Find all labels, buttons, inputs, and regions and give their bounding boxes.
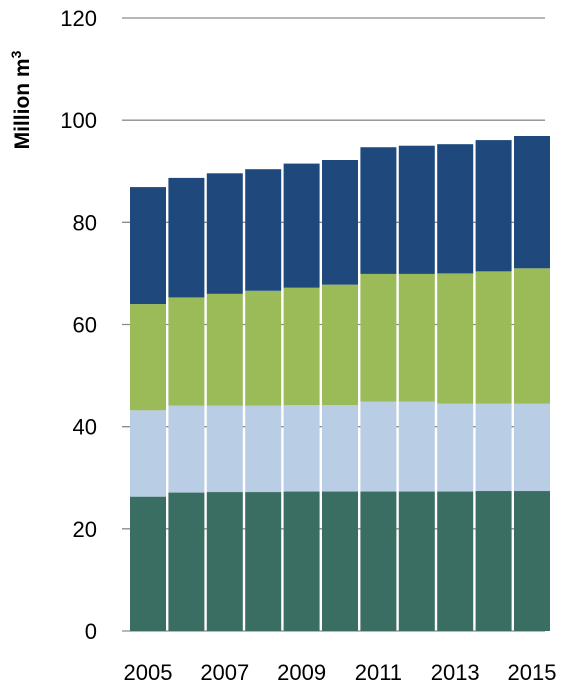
bar-segment-2014-s2 <box>475 403 512 492</box>
bar-segment-2012-s1 <box>398 491 435 631</box>
y-tick-label: 0 <box>85 619 97 644</box>
x-tick-label: 2015 <box>508 660 557 685</box>
bar-segment-2015-s2 <box>514 403 550 492</box>
bar-segment-2006-s1 <box>168 492 205 631</box>
bar-segment-2005-s4 <box>130 187 166 305</box>
bar-segment-2008-s4 <box>245 169 282 291</box>
bar-segment-2008-s3 <box>245 290 282 406</box>
bar-segment-2015-s4 <box>514 136 550 269</box>
bar-segment-2007-s3 <box>206 293 243 406</box>
bar-segment-2009-s2 <box>283 405 320 492</box>
bar-segment-2011-s1 <box>360 491 397 631</box>
bar-segment-2006-s4 <box>168 177 205 298</box>
bar-segment-2007-s4 <box>206 173 243 294</box>
bar-segment-2015-s3 <box>514 268 550 404</box>
bar-segment-2008-s2 <box>245 405 282 493</box>
y-tick-label: 60 <box>73 313 97 338</box>
bars <box>130 136 550 631</box>
bar-segment-2009-s3 <box>283 287 320 406</box>
bar-segment-2009-s1 <box>283 491 320 631</box>
y-tick-label: 40 <box>73 415 97 440</box>
bar-segment-2005-s3 <box>130 304 166 411</box>
bar-segment-2010-s1 <box>322 491 358 631</box>
bar-segment-2014-s1 <box>475 491 512 631</box>
y-tick-label: 120 <box>60 6 97 31</box>
x-tick-labels: 2005 2007 2009 2011 2013 2015 <box>124 660 557 685</box>
bar-segment-2005-s1 <box>130 496 166 631</box>
bar-segment-2013-s3 <box>437 273 474 404</box>
y-tick-label: 80 <box>73 210 97 235</box>
bar-segment-2012-s4 <box>398 145 435 274</box>
bar-segment-2011-s3 <box>360 273 397 402</box>
x-tick-label: 2005 <box>124 660 173 685</box>
y-tick-label: 20 <box>73 517 97 542</box>
bar-segment-2011-s4 <box>360 147 397 274</box>
x-tick-label: 2009 <box>277 660 326 685</box>
bar-segment-2005-s2 <box>130 410 166 497</box>
bar-segment-2006-s2 <box>168 405 205 493</box>
y-axis-title-superscript: 3 <box>8 50 24 58</box>
bar-segment-2010-s2 <box>322 405 358 492</box>
bar-segment-2015-s1 <box>514 491 550 631</box>
y-axis-title: Million m3 <box>8 50 34 149</box>
bar-segment-2007-s2 <box>206 405 243 493</box>
bar-segment-2013-s1 <box>437 491 474 631</box>
y-tick-labels: 0 20 40 60 80 100 120 <box>60 6 97 644</box>
y-tick-label: 100 <box>60 108 97 133</box>
bar-segment-2008-s1 <box>245 492 282 631</box>
bar-segment-2009-s4 <box>283 163 320 288</box>
bar-segment-2007-s1 <box>206 492 243 631</box>
bar-segment-2013-s2 <box>437 403 474 492</box>
x-tick-label: 2013 <box>431 660 480 685</box>
bar-segment-2012-s3 <box>398 273 435 402</box>
bar-segment-2012-s2 <box>398 401 435 492</box>
bar-segment-2010-s4 <box>322 160 358 285</box>
bar-segment-2013-s4 <box>437 144 474 274</box>
bar-segment-2010-s3 <box>322 284 358 406</box>
x-tick-label: 2011 <box>355 660 402 685</box>
bar-segment-2014-s4 <box>475 140 512 272</box>
bar-segment-2006-s3 <box>168 297 205 406</box>
bar-segment-2011-s2 <box>360 401 397 492</box>
x-tick-label: 2007 <box>200 660 249 685</box>
y-axis-title-text: Million m <box>11 58 34 149</box>
bar-segment-2014-s3 <box>475 271 512 404</box>
